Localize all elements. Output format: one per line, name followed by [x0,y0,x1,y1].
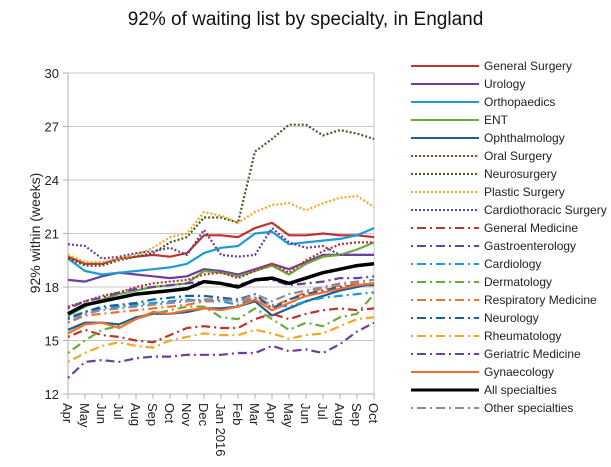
x-tick-label: Aug [332,403,347,426]
legend-label: Oral Surgery [484,149,552,163]
legend-label: Geriatric Medicine [484,347,581,361]
y-tick-label: 27 [45,120,59,135]
legend-label: General Medicine [484,221,578,235]
series-line-oral-surgery [67,241,374,308]
x-axis: Apr May Jun Jul Aug Sep Oct Nov Dec Jan 2016 Feb Ma… [60,394,381,457]
y-tick-label: 24 [45,173,59,188]
x-tick-label: Jul [111,403,126,420]
legend-label: Gynaecology [484,365,554,379]
series-line-rheumatology [67,316,375,363]
series-line-plastic-surgery [67,194,375,264]
series-line-cardiothoracic-surgery [67,227,374,260]
legend-label: Urology [484,77,525,91]
x-tick-label: Jun [298,403,313,424]
legend-label: Gastroenterology [484,239,576,253]
legend-label: All specialties [484,383,557,397]
x-tick-label: Nov [179,403,194,427]
series-line-neurosurgery [67,123,375,267]
x-tick-label: Oct [162,403,177,424]
series-line-orthopaedics [67,227,375,276]
y-axis: 12 15 18 21 24 27 30 [45,66,68,402]
x-tick-label: Dec [196,403,211,427]
legend-label: Ophthalmology [484,131,565,145]
series-line-dermatology [67,293,375,354]
plot-lines [67,123,375,379]
chart-title: 92% of waiting list by specialty, in Eng… [127,9,484,30]
legend-label: Orthopaedics [484,95,555,109]
legend-label: Respiratory Medicine [484,293,597,307]
series-line-respiratory-medicine [67,282,374,324]
legend-label: Plastic Surgery [484,185,565,199]
x-tick-label: Sep [145,403,160,426]
y-tick-label: 12 [45,387,59,402]
y-tick-label: 21 [45,227,59,242]
x-tick-label: Jan 2016 [213,403,228,457]
x-tick-label: Oct [366,403,381,424]
legend-label: General Surgery [484,59,572,73]
legend-label: Dermatology [484,275,552,289]
legend-label: ENT [484,113,509,127]
legend-label: Other specialties [484,401,573,415]
series-line-general-medicine [67,307,375,344]
x-tick-label: May [77,403,92,428]
y-axis-label: 92% within (weeks) [27,173,43,294]
x-tick-label: Aug [128,403,143,426]
x-tick-label: Jul [315,403,330,420]
x-tick-label: Apr [264,403,279,424]
legend-label: Neurosurgery [484,167,557,181]
series-line-neurology [67,284,374,321]
x-tick-label: Sep [349,403,364,426]
series-line-general-surgery [67,221,375,265]
series-line-gynaecology [67,282,375,335]
legend-label: Cardiothoracic Surgery [484,203,607,217]
y-tick-label: 15 [45,334,59,349]
x-tick-label: Jun [94,403,109,424]
series-line-urology [67,253,374,283]
y-tick-label: 18 [45,280,59,295]
x-tick-label: Apr [60,403,75,424]
legend-label: Neurology [484,311,539,325]
x-tick-label: May [281,403,296,428]
legend-label: Cardiology [484,257,541,271]
series-line-ophthalmology [67,282,375,331]
series-line-cardiology [67,291,375,319]
series-line-gastroenterology [67,275,375,310]
series-line-all-specialties [67,262,375,316]
legend: General Surgery Urology Orthopaedics ENT Oph… [411,59,607,415]
legend-label: Rheumatology [484,329,561,343]
series-line-geriatric-medicine [67,321,375,379]
y-tick-label: 30 [45,66,59,81]
x-tick-label: Mar [247,403,262,426]
x-tick-label: Feb [230,403,245,425]
